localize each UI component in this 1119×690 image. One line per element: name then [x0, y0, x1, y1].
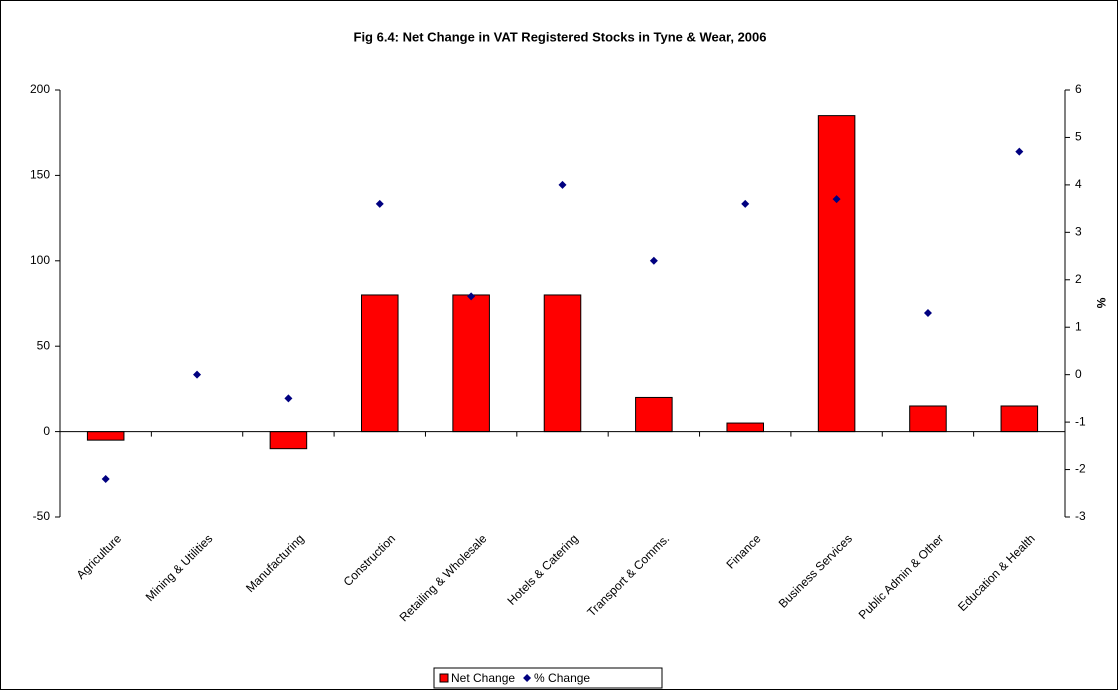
y-tick-label: -50	[33, 509, 51, 523]
point	[923, 308, 932, 317]
bar	[543, 294, 582, 433]
y2-tick-label: -1	[1075, 414, 1086, 428]
point	[832, 195, 841, 204]
bar	[635, 396, 673, 433]
bar	[817, 115, 856, 433]
y2-tick-label: 4	[1075, 177, 1082, 191]
y-tick-label: 50	[37, 338, 51, 352]
point	[649, 256, 658, 265]
legend-label: % Change	[534, 671, 590, 685]
bar	[269, 431, 308, 450]
legend-box	[433, 667, 663, 689]
y-tick-label: 0	[43, 424, 50, 438]
y2-tick-label: 1	[1075, 319, 1082, 333]
y-tick-label: 200	[30, 82, 50, 96]
bar	[86, 431, 125, 441]
y-tick-label: 100	[30, 253, 50, 267]
y2-tick-label: 3	[1075, 225, 1082, 239]
legend-label: Net Change	[451, 671, 515, 685]
point	[375, 199, 384, 208]
point	[467, 292, 476, 301]
bar	[726, 422, 764, 433]
y2-tick-label: 5	[1075, 130, 1082, 144]
legend-swatch	[439, 673, 449, 683]
point	[193, 370, 202, 379]
bar	[1000, 405, 1039, 433]
y2-tick-label: -3	[1075, 509, 1086, 523]
y2-axis-label: %	[1094, 298, 1108, 309]
point	[1015, 147, 1024, 156]
y2-tick-label: -2	[1075, 462, 1086, 476]
y-tick-label: 150	[30, 168, 50, 182]
point	[558, 180, 567, 189]
y2-tick-label: 0	[1075, 367, 1082, 381]
y2-tick-label: 2	[1075, 272, 1082, 286]
point	[101, 475, 110, 484]
chart-title: Fig 6.4: Net Change in VAT Registered St…	[354, 29, 767, 44]
bar	[909, 405, 947, 433]
bar	[452, 294, 490, 433]
bar	[361, 294, 399, 433]
legend-swatch	[523, 674, 532, 682]
y2-tick-label: 6	[1075, 82, 1082, 96]
point	[741, 199, 750, 208]
point	[284, 394, 293, 403]
